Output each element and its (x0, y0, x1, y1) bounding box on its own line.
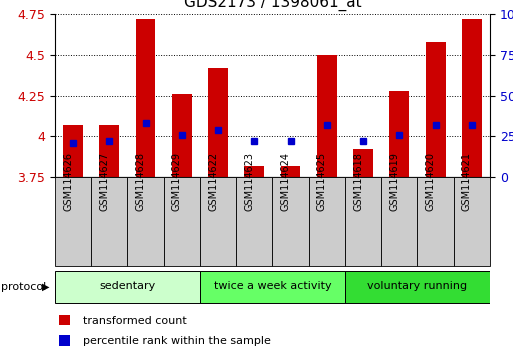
Bar (200, 271, 345, 303)
Text: twice a week activity: twice a week activity (213, 281, 331, 291)
Bar (100, 125, 119, 177)
Text: GSM114620: GSM114620 (426, 152, 436, 211)
Text: ▶: ▶ (42, 282, 49, 292)
Text: GSM114628: GSM114628 (135, 152, 146, 211)
FancyBboxPatch shape (127, 177, 164, 266)
Bar (244, 166, 264, 177)
FancyBboxPatch shape (272, 177, 309, 266)
Bar (281, 166, 301, 177)
Bar (59, 315, 70, 325)
Bar (462, 19, 482, 177)
FancyBboxPatch shape (200, 177, 236, 266)
Bar (63, 125, 83, 177)
Text: GSM114624: GSM114624 (281, 152, 290, 211)
Bar (317, 55, 337, 177)
Bar (353, 149, 373, 177)
Text: GSM114618: GSM114618 (353, 152, 363, 211)
Title: GDS2173 / 1398061_at: GDS2173 / 1398061_at (184, 0, 361, 11)
FancyBboxPatch shape (309, 177, 345, 266)
Text: percentile rank within the sample: percentile rank within the sample (83, 336, 271, 346)
Text: GSM114621: GSM114621 (462, 152, 472, 211)
Text: GSM114627: GSM114627 (100, 152, 109, 211)
Text: GSM114626: GSM114626 (63, 152, 73, 211)
Text: GSM114629: GSM114629 (172, 152, 182, 211)
FancyBboxPatch shape (381, 177, 418, 266)
Text: transformed count: transformed count (83, 316, 187, 326)
Bar (426, 42, 445, 177)
Bar (345, 271, 490, 303)
Text: GSM114623: GSM114623 (244, 152, 254, 211)
Text: GSM114619: GSM114619 (389, 152, 399, 211)
Bar (172, 94, 192, 177)
Bar (389, 91, 409, 177)
FancyBboxPatch shape (55, 177, 91, 266)
FancyBboxPatch shape (453, 177, 490, 266)
FancyBboxPatch shape (236, 177, 272, 266)
Text: GSM114625: GSM114625 (317, 152, 327, 211)
FancyBboxPatch shape (164, 177, 200, 266)
Bar (135, 19, 155, 177)
Text: protocol: protocol (1, 282, 46, 292)
Bar (55, 271, 200, 303)
Bar (59, 335, 70, 346)
Bar (208, 68, 228, 177)
Text: GSM114622: GSM114622 (208, 152, 218, 211)
FancyBboxPatch shape (91, 177, 127, 266)
Text: sedentary: sedentary (100, 281, 155, 291)
FancyBboxPatch shape (345, 177, 381, 266)
FancyBboxPatch shape (418, 177, 453, 266)
Text: voluntary running: voluntary running (367, 281, 467, 291)
